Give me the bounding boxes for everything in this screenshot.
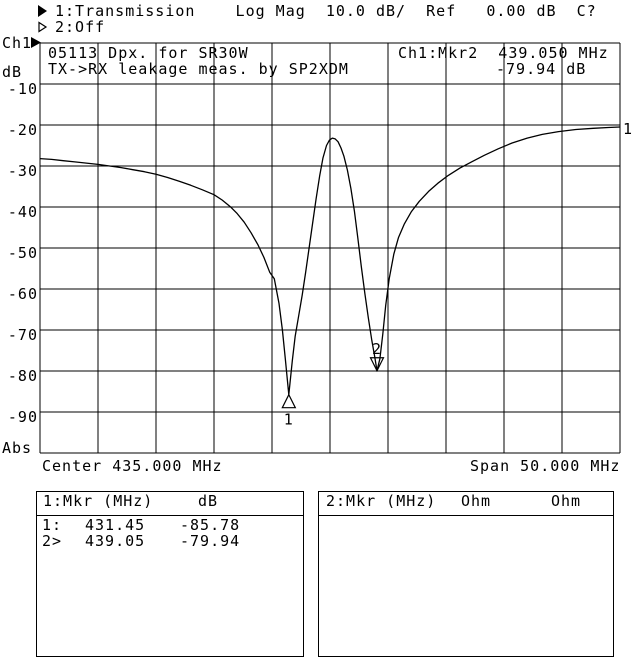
channel2-status-line: 2:Off [55, 18, 106, 36]
channel-label: Ch1 [2, 34, 33, 52]
marker-table-ch2-header-col2: Ohm [461, 492, 492, 510]
y-tick-label: -30 [7, 162, 38, 180]
channel2-inactive-icon [38, 21, 48, 34]
marker-row-frequency: 431.45 [85, 516, 146, 534]
marker-row-value: -79.94 [180, 532, 241, 550]
marker-row-value: -85.78 [180, 516, 241, 534]
marker-1-icon [281, 393, 297, 409]
plot-title-line2: TX->RX leakage meas. by SP2XDM [48, 60, 349, 78]
channel1-status-line: 1:Transmission Log Mag 10.0 dB/ Ref 0.00… [55, 2, 597, 20]
marker-readout-line1: Ch1:Mkr2 439.050 MHz [398, 44, 609, 62]
marker-table-row: 1: 431.45 -85.78 [37, 518, 303, 534]
marker-row-id: 2> [42, 532, 63, 550]
y-tick-label: -70 [7, 326, 38, 344]
channel1-active-icon [38, 5, 48, 18]
marker-table-ch1-header-col1: 1:Mkr (MHz) [43, 492, 154, 510]
y-tick-label: -10 [7, 80, 38, 98]
marker-table-channel1-header: 1:Mkr (MHz) dB [37, 492, 303, 516]
marker-table-ch2-header-col1: 2:Mkr (MHz) [326, 492, 437, 510]
marker-readout-line2: -79.94 dB [496, 60, 587, 78]
trace-number-label: 1 [623, 120, 633, 138]
y-axis-bottom-label: Abs [2, 439, 33, 457]
y-tick-label: -20 [7, 121, 38, 139]
y-axis-unit-label: dB [2, 63, 23, 81]
center-frequency-label: Center 435.000 MHz [42, 457, 223, 475]
marker-table-ch2-header-col3: Ohm [551, 492, 582, 510]
marker-table-row: 2> 439.05 -79.94 [37, 534, 303, 550]
transmission-trace [39, 126, 621, 396]
marker-table-channel2: 2:Mkr (MHz) Ohm Ohm [318, 491, 614, 657]
marker-1-number-label: 1 [284, 411, 294, 429]
y-tick-label: -60 [7, 285, 38, 303]
plot-title-line1: 05113 Dpx. for SR30W [48, 44, 249, 62]
marker-2-active-icon [369, 357, 385, 373]
marker-table-channel1: 1:Mkr (MHz) dB 1: 431.45 -85.78 2> 439.05 -79… [36, 491, 304, 657]
marker-table-channel2-header: 2:Mkr (MHz) Ohm Ohm [319, 492, 613, 516]
graticule-grid [39, 42, 621, 454]
marker-row-frequency: 439.05 [85, 532, 146, 550]
span-label: Span 50.000 MHz [470, 457, 621, 475]
marker-2-number-label: 2 [372, 340, 382, 358]
reference-level-icon [31, 37, 41, 48]
marker-row-id: 1: [42, 516, 63, 534]
y-tick-label: -40 [7, 203, 38, 221]
y-tick-label: -50 [7, 244, 38, 262]
marker-table-ch1-header-col2: dB [198, 492, 219, 510]
y-tick-label: -90 [7, 408, 38, 426]
y-tick-label: -80 [7, 367, 38, 385]
